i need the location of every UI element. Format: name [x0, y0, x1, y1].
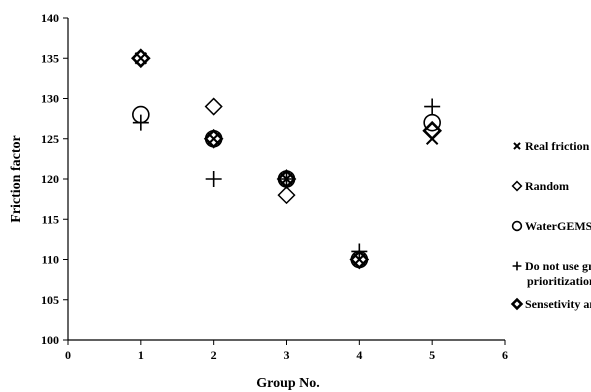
legend-label: prioritization	[527, 274, 591, 288]
legend-marker	[512, 261, 522, 271]
data-point	[205, 171, 222, 187]
legend-marker	[513, 142, 521, 150]
x-axis-title: Group No.	[256, 376, 320, 391]
x-tick-label: 6	[502, 348, 508, 362]
legend-marker	[511, 220, 523, 232]
legend-label: WaterGEMS	[525, 219, 591, 233]
data-point	[349, 249, 370, 270]
x-tick-label: 3	[284, 348, 290, 362]
y-axis-title: Friction factor	[9, 135, 24, 222]
y-tick-label: 105	[41, 293, 59, 307]
x-tick-label: 5	[429, 348, 435, 362]
legend-label: Real friction factor	[525, 139, 591, 153]
y-tick-label: 125	[41, 132, 59, 146]
data-point	[277, 186, 296, 205]
data-point	[132, 114, 149, 131]
legend-label: Sensetivity analysis	[525, 297, 591, 311]
x-tick-label: 0	[65, 348, 71, 362]
x-tick-label: 4	[356, 348, 362, 362]
data-point	[278, 171, 295, 187]
data-point	[204, 97, 223, 116]
data-point	[276, 169, 297, 189]
legend-marker	[510, 297, 524, 311]
data-point	[423, 113, 441, 132]
y-tick-label: 120	[41, 172, 59, 186]
axes: 100 105 110 115 120 125 130 135 140 0 1 2 3 4 5 6	[41, 11, 508, 362]
y-tick-label: 115	[42, 212, 59, 226]
legend-label: Random	[525, 179, 569, 193]
data-point	[424, 98, 441, 115]
x-tick-label: 2	[211, 348, 217, 362]
data-point	[130, 48, 151, 69]
y-tick-label: 110	[42, 253, 59, 267]
y-tick-label: 140	[41, 11, 59, 25]
data-point	[203, 128, 224, 149]
data-points	[130, 48, 443, 270]
x-tick-label: 1	[138, 348, 144, 362]
y-tick-label: 100	[41, 333, 59, 347]
y-tick-label: 130	[41, 92, 59, 106]
legend-marker	[511, 180, 523, 192]
legend: Real friction factor Random WaterGEMS Do no…	[510, 139, 591, 311]
legend-label: Do not use group	[525, 259, 591, 273]
data-point	[422, 120, 443, 141]
y-tick-label: 135	[41, 51, 59, 65]
